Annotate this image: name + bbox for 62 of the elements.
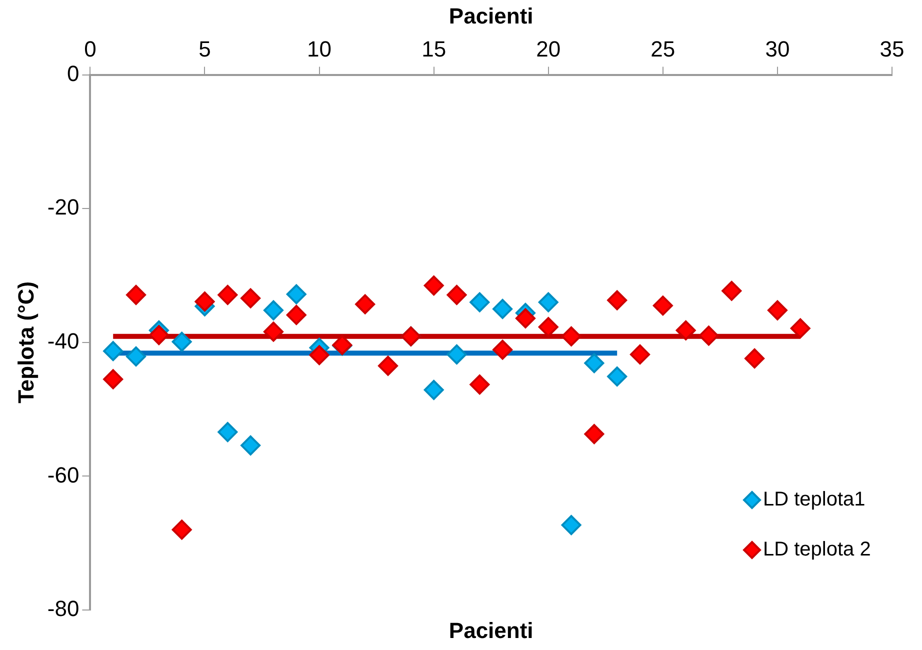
point — [148, 325, 169, 346]
point — [790, 318, 810, 338]
point — [263, 300, 284, 320]
point — [492, 340, 513, 360]
point — [424, 380, 444, 400]
point — [286, 284, 306, 304]
point — [172, 520, 192, 540]
point — [561, 515, 582, 536]
x-tick-label: 15 — [422, 36, 446, 62]
point — [424, 276, 444, 296]
x-tick-label: 10 — [307, 36, 332, 62]
point — [492, 298, 513, 319]
point — [470, 374, 490, 395]
point — [584, 424, 604, 444]
y-axis-title: Teplota (°C) — [13, 281, 38, 404]
point — [218, 284, 238, 305]
y-tick-label: -60 — [47, 462, 80, 488]
x-tick-label: 20 — [536, 36, 561, 62]
point — [630, 344, 650, 364]
x-tick-label: 30 — [765, 36, 790, 62]
legend-label: LD teplota 2 — [763, 538, 871, 561]
point — [607, 366, 628, 387]
point — [309, 345, 330, 366]
point — [744, 348, 765, 368]
y-tick-label: -20 — [47, 194, 80, 220]
point — [584, 353, 604, 374]
point — [538, 317, 558, 338]
text: Pacienti — [448, 618, 534, 644]
point — [607, 290, 628, 310]
x-tick-label: 25 — [650, 36, 676, 62]
x-tick-label: 35 — [880, 36, 904, 62]
point — [355, 294, 376, 314]
point — [172, 332, 192, 352]
point — [194, 292, 215, 312]
point — [652, 296, 673, 316]
x-tick-label: 0 — [84, 36, 96, 62]
y-tick-label: -80 — [47, 596, 80, 622]
x-tick-label: 5 — [198, 36, 211, 62]
y-tick-label: -40 — [47, 328, 80, 354]
y-tick-label: 0 — [66, 60, 80, 86]
point — [538, 292, 558, 312]
point — [698, 326, 719, 346]
point — [446, 284, 467, 305]
point — [470, 292, 490, 312]
point — [561, 326, 582, 346]
x-axis-title: Pacienti — [448, 3, 534, 28]
point — [126, 284, 146, 305]
point — [103, 341, 124, 362]
point — [515, 308, 536, 328]
point — [767, 300, 788, 320]
point — [446, 344, 467, 364]
point — [103, 369, 124, 390]
point — [286, 304, 306, 325]
point — [378, 356, 398, 376]
legend-label: LD teplota1 — [763, 488, 866, 511]
point — [722, 280, 742, 301]
point — [240, 435, 261, 456]
point — [240, 288, 261, 308]
point — [676, 320, 696, 340]
point — [218, 422, 238, 442]
point — [126, 346, 146, 366]
point — [263, 322, 284, 342]
